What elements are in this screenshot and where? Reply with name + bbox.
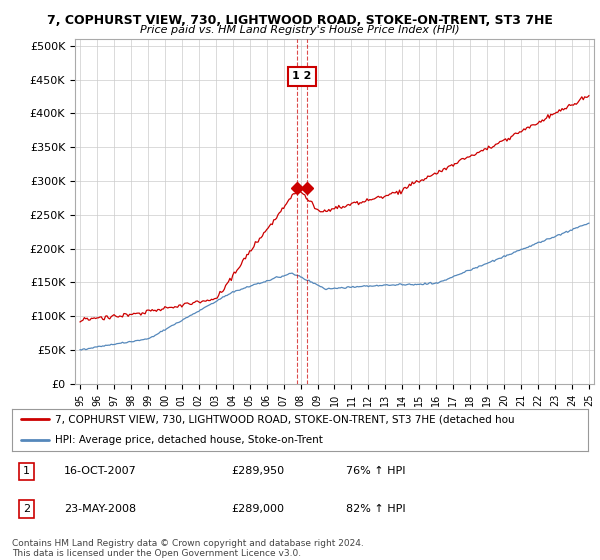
Text: 7, COPHURST VIEW, 730, LIGHTWOOD ROAD, STOKE-ON-TRENT, ST3 7HE: 7, COPHURST VIEW, 730, LIGHTWOOD ROAD, S…	[47, 14, 553, 27]
Text: 16-OCT-2007: 16-OCT-2007	[64, 466, 137, 477]
Text: £289,950: £289,950	[231, 466, 284, 477]
Text: 23-MAY-2008: 23-MAY-2008	[64, 504, 136, 514]
Text: Contains HM Land Registry data © Crown copyright and database right 2024.
This d: Contains HM Land Registry data © Crown c…	[12, 539, 364, 558]
Text: 1: 1	[23, 466, 30, 477]
Text: Price paid vs. HM Land Registry's House Price Index (HPI): Price paid vs. HM Land Registry's House …	[140, 25, 460, 35]
Text: 1 2: 1 2	[292, 71, 312, 81]
Text: £289,000: £289,000	[231, 504, 284, 514]
Text: 7, COPHURST VIEW, 730, LIGHTWOOD ROAD, STOKE-ON-TRENT, ST3 7HE (detached hou: 7, COPHURST VIEW, 730, LIGHTWOOD ROAD, S…	[55, 414, 515, 424]
Text: 2: 2	[23, 504, 30, 514]
Text: 76% ↑ HPI: 76% ↑ HPI	[346, 466, 406, 477]
Text: 82% ↑ HPI: 82% ↑ HPI	[346, 504, 406, 514]
Text: HPI: Average price, detached house, Stoke-on-Trent: HPI: Average price, detached house, Stok…	[55, 435, 323, 445]
